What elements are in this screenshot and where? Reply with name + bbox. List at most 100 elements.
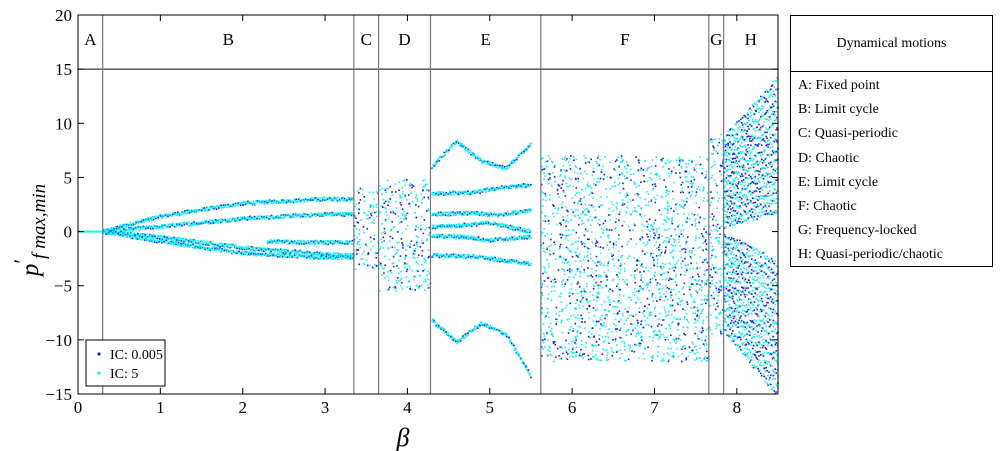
data-point-4714 [586, 298, 588, 301]
data-point-834 [253, 215, 256, 218]
data-point-738 [207, 222, 210, 225]
data-point-3715 [359, 238, 361, 241]
data-point-1644 [142, 237, 145, 240]
data-point-3929 [389, 269, 392, 272]
data-point-4102 [405, 213, 408, 216]
data-point-4133 [586, 254, 589, 257]
data-point-2827 [507, 214, 509, 216]
data-point-1547 [347, 254, 349, 257]
data-point-1979 [304, 256, 307, 259]
data-point-471 [329, 198, 332, 201]
data-point-376 [283, 199, 286, 202]
data-point-1889 [261, 254, 263, 257]
data-point-4830 [598, 260, 601, 262]
data-point-3122 [451, 234, 454, 237]
data-point-4663 [555, 312, 557, 315]
data-point-3699 [376, 252, 378, 254]
data-point-1111 [136, 234, 138, 236]
data-point-2866 [526, 209, 528, 212]
data-point-148 [173, 213, 176, 215]
data-point-2915 [450, 224, 453, 227]
data-point-3404 [488, 257, 491, 260]
data-point-2049 [338, 258, 341, 261]
data-point-3253 [515, 237, 517, 240]
data-point-2686 [439, 211, 441, 214]
data-point-4761 [650, 198, 653, 201]
data-point-3717 [371, 211, 373, 214]
data-point-4289 [628, 344, 630, 346]
data-point-3013 [498, 223, 500, 225]
data-point-3519 [445, 330, 447, 333]
data-point-115 [157, 216, 160, 219]
data-point-1401 [276, 250, 279, 253]
data-point-3268 [522, 236, 524, 238]
data-point-1632 [136, 238, 139, 240]
data-point-1244 [200, 240, 203, 242]
data-point-4589 [675, 340, 678, 343]
data-point-3903 [381, 241, 383, 243]
data-point-2162 [306, 240, 308, 242]
data-point-656 [167, 223, 170, 226]
data-point-2993 [488, 223, 491, 226]
data-point-2627 [509, 184, 512, 187]
data-point-4392 [649, 278, 652, 281]
data-point-2992 [487, 222, 490, 224]
data-point-3536 [453, 337, 456, 340]
data-point-499 [343, 200, 346, 202]
data-point-473 [330, 199, 333, 202]
data-point-209 [203, 209, 205, 211]
data-point-962 [315, 213, 318, 215]
data-point-4434 [696, 267, 699, 270]
data-point-1302 [228, 244, 231, 247]
data-point-3449 [510, 262, 513, 264]
data-point-4692 [647, 235, 649, 238]
data-point-3750 [368, 217, 371, 219]
data-point-4126 [635, 335, 637, 338]
data-point-2956 [470, 223, 473, 225]
data-point-3541 [456, 342, 458, 345]
data-point-2645 [518, 186, 521, 188]
data-point-4436 [587, 267, 589, 269]
data-point-2404 [501, 167, 503, 170]
data-point-383 [287, 199, 289, 202]
data-point-3854 [424, 228, 426, 231]
data-point-886 [279, 216, 281, 219]
data-point-458 [323, 196, 326, 199]
data-point-2045 [336, 258, 339, 260]
data-point-2674 [433, 213, 435, 216]
data-point-4827 [583, 245, 586, 248]
data-point-1033 [350, 213, 352, 216]
data-point-2977 [480, 223, 483, 225]
data-point-849 [261, 216, 263, 218]
data-point-4468 [572, 211, 575, 213]
data-point-3726 [373, 222, 375, 224]
data-point-3741 [363, 196, 366, 198]
data-point-2033 [330, 257, 333, 259]
data-point-2121 [286, 240, 289, 242]
data-point-287 [240, 202, 243, 205]
data-point-1376 [264, 247, 267, 250]
data-point-4818 [678, 156, 681, 159]
data-point-1666 [153, 239, 155, 241]
data-point-4350 [541, 294, 544, 297]
data-point-920 [295, 213, 298, 216]
data-point-4882 [632, 199, 634, 201]
data-point-3158 [469, 237, 471, 240]
data-point-2210 [329, 240, 332, 242]
data-point-3949 [414, 253, 416, 255]
data-point-1958 [294, 256, 297, 259]
data-point-3094 [438, 233, 440, 236]
data-point-4344 [635, 156, 637, 158]
data-point-4871 [625, 319, 628, 322]
data-point-4166 [639, 197, 642, 199]
data-point-2342 [471, 151, 473, 154]
data-point-2430 [513, 159, 516, 162]
data-point-1386 [269, 248, 271, 251]
data-point-430 [310, 199, 312, 202]
data-point-4151 [666, 216, 669, 219]
data-point-1777 [206, 247, 209, 249]
data-point-1212 [185, 240, 187, 242]
data-point-4613 [568, 158, 571, 160]
data-point-3396 [485, 256, 487, 258]
data-point-1122 [141, 234, 144, 236]
